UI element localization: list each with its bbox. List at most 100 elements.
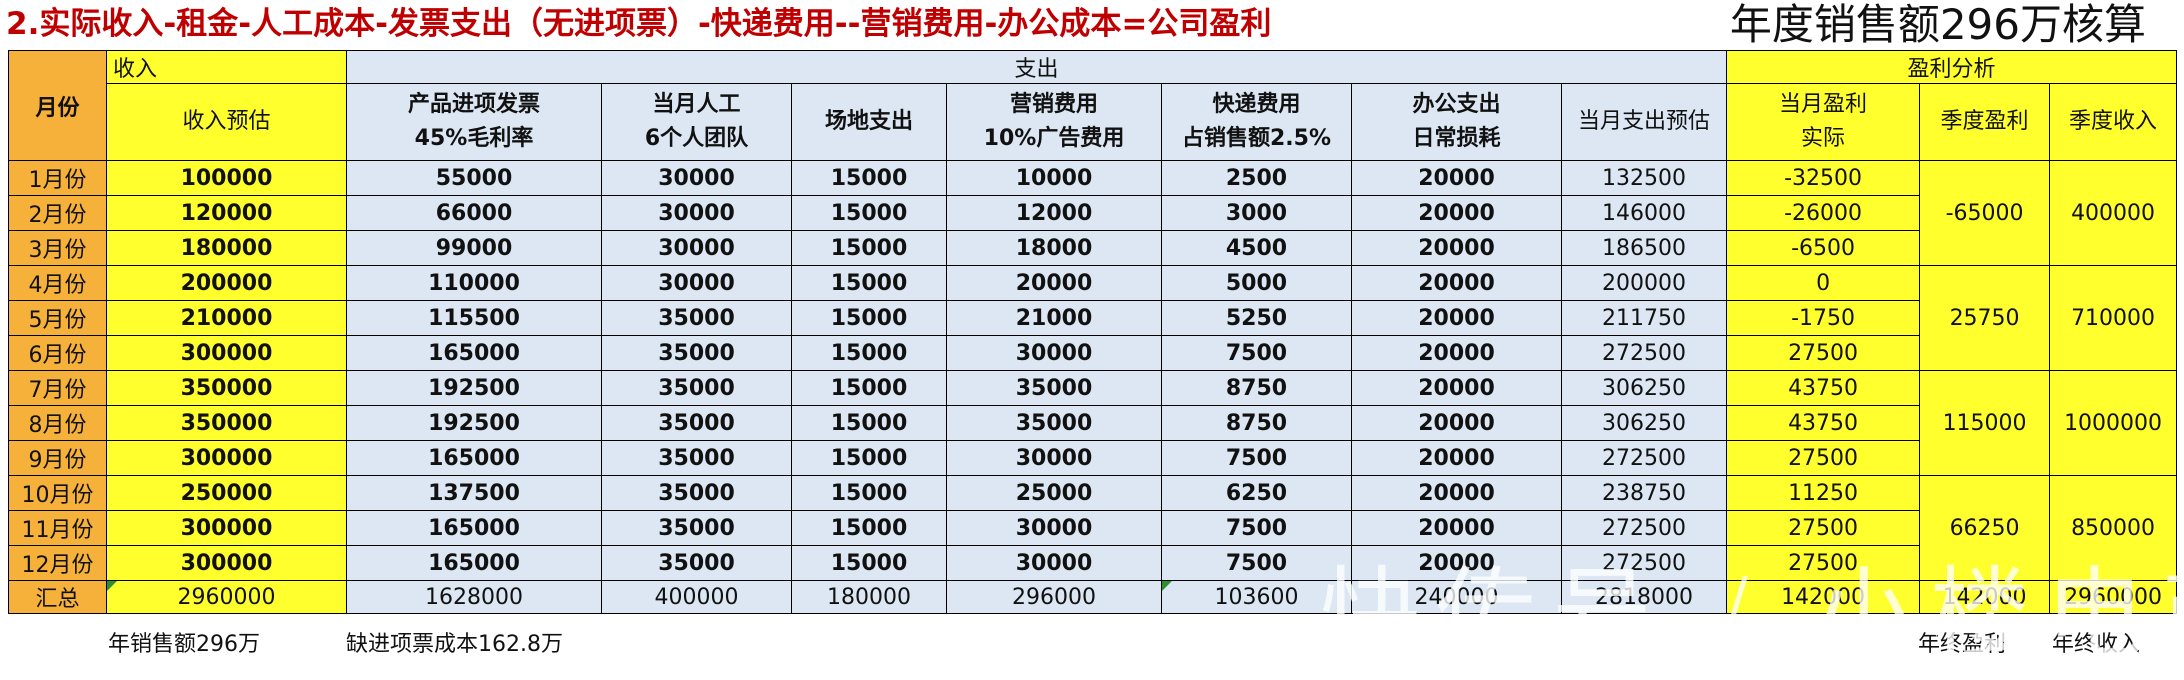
month-cell[interactable]: 8月份 [8,405,107,441]
marketing-cell[interactable]: 12000 [946,195,1162,231]
income-group-header[interactable]: 收入 [106,50,347,84]
marketing-cell[interactable]: 10000 [946,160,1162,196]
labor-cell[interactable]: 35000 [601,545,792,581]
labor-cell[interactable]: 35000 [601,510,792,546]
invoice-cell[interactable]: 165000 [346,510,602,546]
marketing-cell[interactable]: 21000 [946,300,1162,336]
income-est-header[interactable]: 收入预估 [106,83,347,161]
venue-cell[interactable]: 15000 [791,405,947,441]
quarter-income-cell[interactable]: 1000000 [2049,370,2178,476]
expense-cell[interactable]: 132500 [1560,160,1728,196]
office-cell[interactable]: 20000 [1351,230,1562,266]
labor-cell[interactable]: 30000 [601,230,792,266]
month-cell[interactable]: 9月份 [8,440,107,476]
office-cell[interactable]: 20000 [1351,160,1562,196]
invoice-cell[interactable]: 55000 [346,160,602,196]
express-cell[interactable]: 2500 [1161,160,1352,196]
marketing-cell[interactable]: 20000 [946,265,1162,301]
expense-cell[interactable]: 146000 [1560,195,1728,231]
marketing-cell[interactable]: 30000 [946,545,1162,581]
income-cell[interactable]: 350000 [106,405,347,441]
labor-cell[interactable]: 35000 [601,440,792,476]
quarter-profit-header[interactable]: 季度盈利 [1919,83,2051,161]
month-cell[interactable]: 1月份 [8,160,107,196]
marketing-cell[interactable]: 30000 [946,335,1162,371]
express-cell[interactable]: 7500 [1161,335,1352,371]
office-cell[interactable]: 20000 [1351,265,1562,301]
expense-cell[interactable]: 186500 [1560,230,1728,266]
express-cell[interactable]: 8750 [1161,405,1352,441]
quarter-income-cell[interactable]: 850000 [2049,475,2178,581]
expense-cell[interactable]: 306250 [1560,370,1728,406]
month-cell[interactable]: 3月份 [8,230,107,266]
labor-header[interactable]: 当月人工 6个人团队 [601,83,792,161]
venue-cell[interactable]: 15000 [791,195,947,231]
total-label-cell[interactable]: 汇总 [8,580,107,614]
marketing-cell[interactable]: 30000 [946,440,1162,476]
total-marketing-cell[interactable]: 296000 [946,580,1162,614]
expense-cell[interactable]: 272500 [1560,440,1728,476]
profit-group-header[interactable]: 盈利分析 [1726,50,2178,84]
total-labor-cell[interactable]: 400000 [601,580,792,614]
quarter-profit-cell[interactable]: -65000 [1919,160,2051,266]
invoice-cell[interactable]: 66000 [346,195,602,231]
invoice-cell[interactable]: 192500 [346,370,602,406]
monthly-profit-cell[interactable]: 27500 [1726,545,1921,581]
office-cell[interactable]: 20000 [1351,370,1562,406]
labor-cell[interactable]: 30000 [601,265,792,301]
venue-cell[interactable]: 15000 [791,475,947,511]
expense-cell[interactable]: 211750 [1560,300,1728,336]
total-income-cell[interactable]: 2960000 [106,580,347,614]
labor-cell[interactable]: 35000 [601,300,792,336]
office-cell[interactable]: 20000 [1351,335,1562,371]
quarter-profit-cell[interactable]: 115000 [1919,370,2051,476]
month-cell[interactable]: 6月份 [8,335,107,371]
total-expense-cell[interactable]: 2818000 [1560,580,1728,614]
labor-cell[interactable]: 35000 [601,475,792,511]
total-venue-cell[interactable]: 180000 [791,580,947,614]
quarter-income-header[interactable]: 季度收入 [2049,83,2178,161]
income-cell[interactable]: 300000 [106,335,347,371]
invoice-cell[interactable]: 165000 [346,545,602,581]
expense-cell[interactable]: 272500 [1560,335,1728,371]
office-cell[interactable]: 20000 [1351,405,1562,441]
income-cell[interactable]: 120000 [106,195,347,231]
office-header[interactable]: 办公支出 日常损耗 [1351,83,1562,161]
expense-group-header[interactable]: 支出 [345,50,1728,84]
marketing-cell[interactable]: 18000 [946,230,1162,266]
marketing-header[interactable]: 营销费用 10%广告费用 [946,83,1162,161]
monthly-profit-cell[interactable]: -32500 [1726,160,1921,196]
month-cell[interactable]: 12月份 [8,545,107,581]
venue-cell[interactable]: 15000 [791,160,947,196]
express-cell[interactable]: 7500 [1161,545,1352,581]
income-cell[interactable]: 300000 [106,440,347,476]
invoice-cell[interactable]: 110000 [346,265,602,301]
venue-cell[interactable]: 15000 [791,300,947,336]
office-cell[interactable]: 20000 [1351,195,1562,231]
office-cell[interactable]: 20000 [1351,510,1562,546]
income-cell[interactable]: 300000 [106,510,347,546]
month-cell[interactable]: 4月份 [8,265,107,301]
invoice-header[interactable]: 产品进项发票 45%毛利率 [346,83,602,161]
express-cell[interactable]: 7500 [1161,510,1352,546]
quarter-profit-cell[interactable]: 66250 [1919,475,2051,581]
monthly-profit-cell[interactable]: 43750 [1726,370,1921,406]
monthly-profit-cell[interactable]: 27500 [1726,335,1921,371]
office-cell[interactable]: 20000 [1351,300,1562,336]
total-express-cell[interactable]: 103600 [1161,580,1352,614]
invoice-cell[interactable]: 99000 [346,230,602,266]
total-office-cell[interactable]: 240000 [1351,580,1562,614]
marketing-cell[interactable]: 30000 [946,510,1162,546]
express-cell[interactable]: 5000 [1161,265,1352,301]
marketing-cell[interactable]: 35000 [946,370,1162,406]
expense-est-header[interactable]: 当月支出预估 [1560,83,1728,161]
express-header[interactable]: 快递费用 占销售额2.5% [1161,83,1352,161]
express-cell[interactable]: 7500 [1161,440,1352,476]
quarter-income-cell[interactable]: 400000 [2049,160,2178,266]
labor-cell[interactable]: 35000 [601,370,792,406]
month-cell[interactable]: 10月份 [8,475,107,511]
income-cell[interactable]: 250000 [106,475,347,511]
income-cell[interactable]: 200000 [106,265,347,301]
express-cell[interactable]: 4500 [1161,230,1352,266]
express-cell[interactable]: 8750 [1161,370,1352,406]
